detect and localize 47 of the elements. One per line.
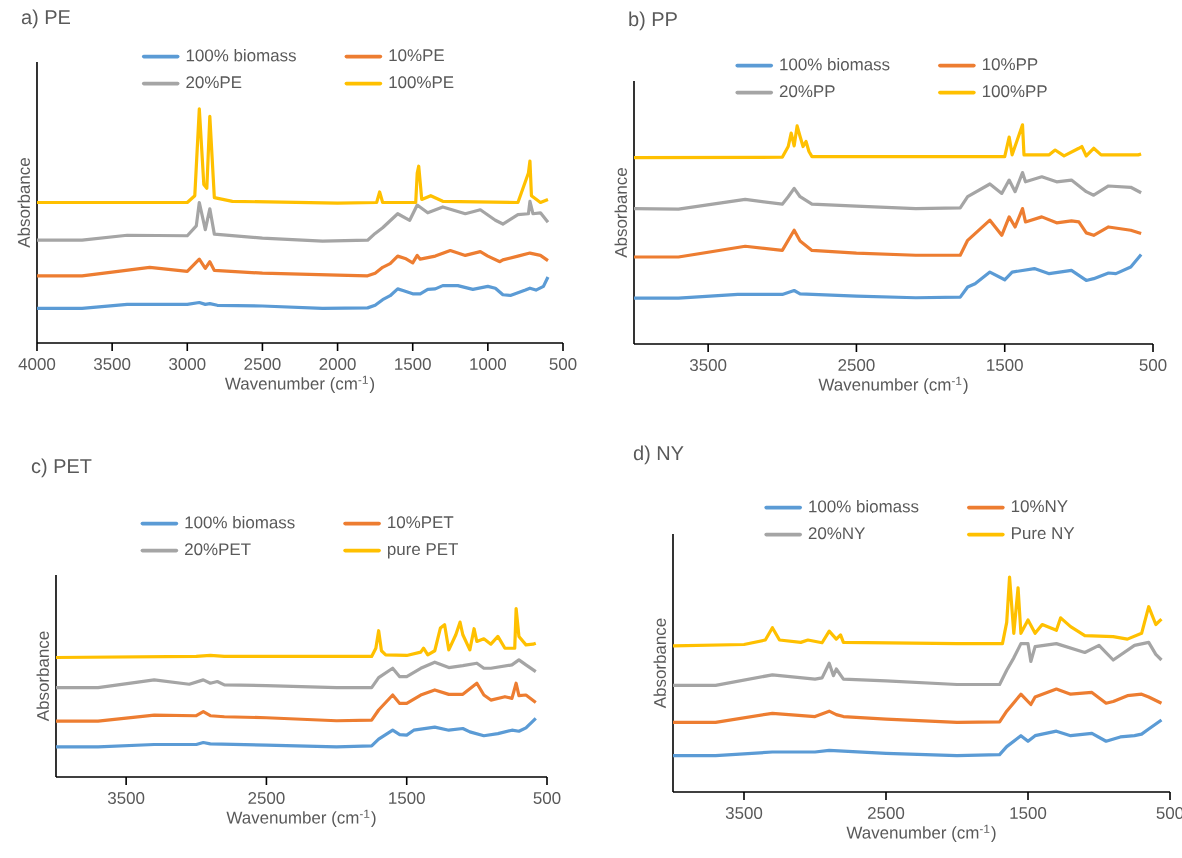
chart-title: d) NY: [633, 445, 684, 465]
x-axis-title: Wavenumber (cm$^{-1}$): [224, 375, 375, 393]
x-tick-label: 2500: [838, 359, 875, 372]
x-tick-label: 3500: [107, 792, 145, 805]
legend-label: 100% biomass: [809, 499, 919, 513]
legend-label: 100%PP: [982, 85, 1047, 98]
x-axis-title: Wavenumber (cm$^{-1}$): [846, 824, 996, 842]
chart-title: c) PET: [31, 458, 92, 478]
x-tick-label: 2000: [319, 358, 356, 371]
x-tick-label: 3500: [689, 359, 727, 372]
legend-label: 20%PP: [779, 85, 835, 98]
legend-label: 10%PET: [388, 516, 454, 529]
legend-label: 100% biomass: [186, 48, 296, 62]
y-axis-title: Absorbance: [36, 631, 49, 722]
x-tick-label: 500: [549, 358, 577, 371]
legend-label: 10%PP: [982, 58, 1038, 71]
x-tick-label: 2500: [868, 807, 905, 820]
legend-label: 100%PE: [389, 76, 454, 89]
chart-title: b) PP: [629, 11, 677, 31]
x-tick-label: 2500: [244, 358, 281, 371]
legend-label: 100% biomass: [780, 57, 890, 71]
x-axis-title: Wavenumber (cm$^{-1}$): [818, 376, 968, 394]
x-tick-label: 3500: [725, 807, 763, 820]
x-tick-label: 1500: [987, 359, 1023, 372]
x-tick-label: 500: [1139, 359, 1167, 372]
x-tick-label: 3000: [169, 358, 206, 371]
chart-title: a) PE: [21, 9, 70, 29]
x-axis-title: Wavenumber (cm$^{-1}$): [226, 809, 376, 827]
legend-label: 10%NY: [1011, 500, 1068, 513]
x-tick-label: 1500: [1010, 807, 1047, 820]
y-axis-title: Absorbance: [653, 618, 666, 709]
legend-label: 10%PE: [389, 49, 444, 62]
legend-label: 20%NY: [808, 527, 866, 540]
x-tick-label: 2500: [248, 792, 285, 805]
x-tick-label: 500: [533, 792, 561, 805]
x-tick-label: 4000: [18, 358, 56, 371]
x-tick-label: 1500: [389, 792, 425, 805]
legend-label: pure PET: [387, 543, 459, 559]
legend-label: 100% biomass: [185, 515, 295, 529]
legend-label: 20%PET: [185, 543, 251, 556]
x-tick-label: 3500: [93, 358, 131, 371]
y-axis-title: Absorbance: [614, 168, 627, 258]
x-tick-label: 1500: [395, 358, 431, 371]
y-axis-title: Absorbance: [17, 158, 30, 248]
legend-label: 20%PE: [186, 76, 242, 89]
x-tick-label: 1000: [470, 358, 507, 371]
legend-label: Pure NY: [1012, 527, 1075, 540]
